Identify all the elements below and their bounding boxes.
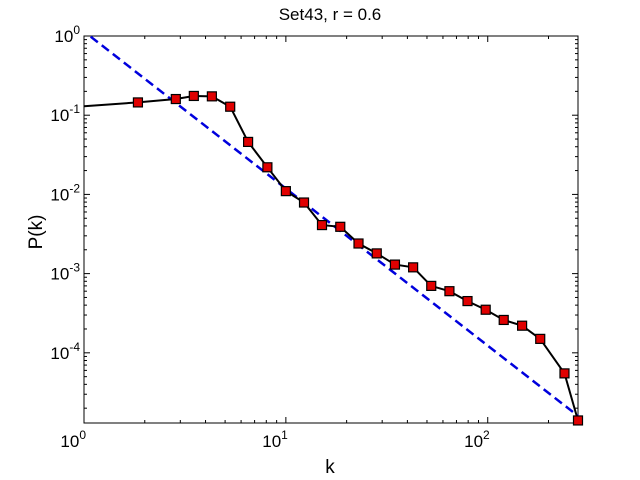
data-point xyxy=(262,162,273,173)
data-point xyxy=(559,368,570,379)
data-point xyxy=(335,221,346,232)
data-point xyxy=(206,91,217,102)
data-point xyxy=(188,90,199,102)
x-axis-label: k xyxy=(325,457,335,478)
data-point xyxy=(498,314,509,326)
data-point xyxy=(243,136,254,148)
data-point xyxy=(572,415,584,426)
data-point xyxy=(225,101,236,112)
y-tick-label: 10-3 xyxy=(50,261,80,284)
x-tick-label: 100 xyxy=(60,428,86,451)
data-point xyxy=(371,248,382,259)
data-point xyxy=(389,259,401,270)
data-point xyxy=(408,262,419,273)
data-point xyxy=(444,286,455,297)
data-point xyxy=(316,219,328,231)
axes-frame xyxy=(83,35,579,424)
data-point xyxy=(132,97,144,108)
y-tick-label: 100 xyxy=(54,23,80,46)
x-tick-label: 101 xyxy=(262,428,288,451)
data-point xyxy=(462,295,473,307)
chart-title: Set43, r = 0.6 xyxy=(279,5,382,24)
data-point xyxy=(170,93,181,105)
data-point xyxy=(298,197,310,208)
data-point xyxy=(480,304,491,315)
data-point xyxy=(426,280,437,291)
plot-area: 100 101 102 100 10-1 10-2 10-3 10-4 xyxy=(50,23,584,451)
x-tick-label: 102 xyxy=(464,428,490,451)
data-point xyxy=(517,320,528,331)
y-tick-label: 10-1 xyxy=(50,102,80,125)
y-tick-label: 10-4 xyxy=(50,340,80,363)
y-axis-label: P(k) xyxy=(26,215,47,250)
y-tick-label: 10-2 xyxy=(50,181,80,204)
data-point xyxy=(353,238,364,249)
data-point xyxy=(535,333,546,344)
data-point xyxy=(280,186,291,197)
